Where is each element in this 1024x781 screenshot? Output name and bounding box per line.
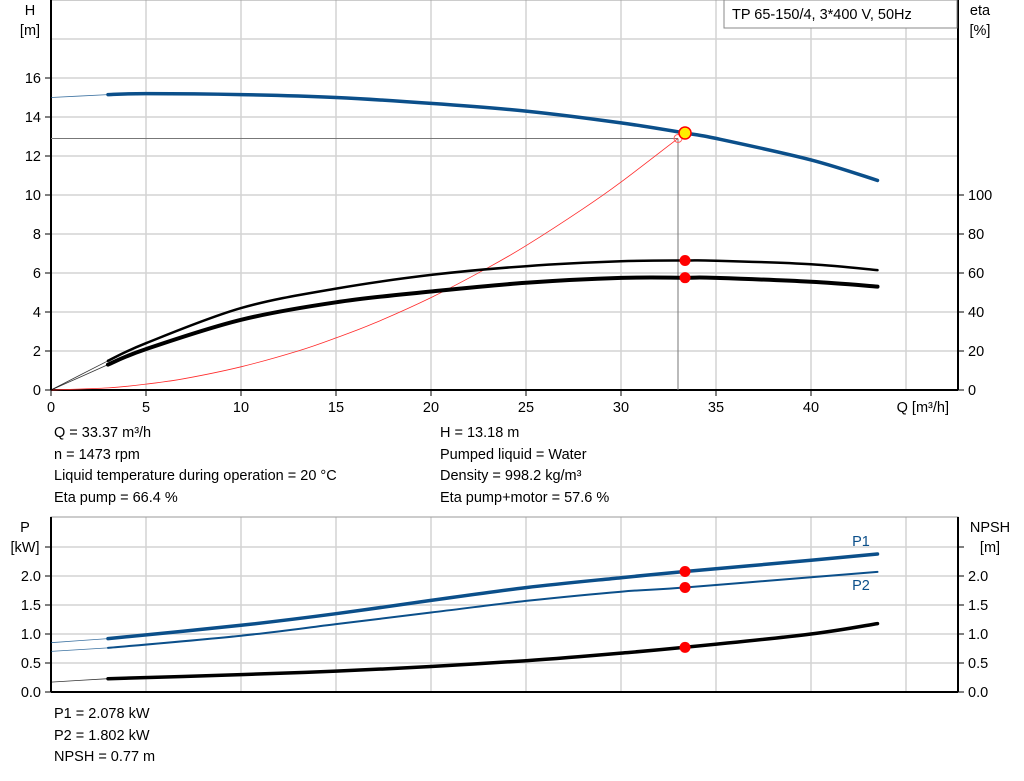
npsh-axis-label: NPSH xyxy=(970,520,1010,536)
x-tick-label: 40 xyxy=(803,400,819,416)
head-curve xyxy=(106,91,880,183)
npsh-tick-label: 0.5 xyxy=(968,656,988,672)
p1-series-label: P1 xyxy=(852,534,870,550)
readout-top-right: H = 13.18 m Pumped liquid = Water Densit… xyxy=(440,423,609,509)
p2-curve-extension xyxy=(50,647,109,652)
y-tick-label-right: 80 xyxy=(968,227,984,243)
p-tick-label: 0.0 xyxy=(21,685,41,701)
readout-temperature: Liquid temperature during operation = 20… xyxy=(54,468,337,484)
p1-curve xyxy=(106,552,880,641)
y-tick-label-right: 0 xyxy=(968,383,976,399)
readout-eta-pump: Eta pump = 66.4 % xyxy=(54,489,178,506)
y-axis-label-right: eta xyxy=(970,3,991,19)
readout-p2: P2 = 1.802 kW xyxy=(54,727,150,744)
x-axis-label: Q [m³/h] xyxy=(897,400,949,416)
y-tick-label-left: 4 xyxy=(33,305,41,321)
p-tick-label: 1.5 xyxy=(21,598,41,614)
x-tick-label: 15 xyxy=(328,400,344,416)
p-tick-label: 1.0 xyxy=(21,627,41,643)
p2-marker xyxy=(679,581,691,593)
npsh-marker xyxy=(679,641,691,653)
eta-pump-motor-curve-extension xyxy=(50,364,109,391)
y-tick-label-right: 60 xyxy=(968,266,984,282)
npsh-tick-label: 1.5 xyxy=(968,598,988,614)
y-axis-label-left: H xyxy=(25,3,35,19)
p-axis-label-unit: [kW] xyxy=(11,540,40,556)
npsh-axis-label-unit: [m] xyxy=(980,540,1000,556)
eta-pump-curve xyxy=(106,259,879,363)
x-tick-label: 25 xyxy=(518,400,534,416)
y-tick-label-left: 14 xyxy=(25,110,41,126)
y-axis-label-right-unit: [%] xyxy=(970,23,991,39)
npsh-curve xyxy=(106,621,880,681)
p2-series-label: P2 xyxy=(852,578,870,594)
x-tick-label: 30 xyxy=(613,400,629,416)
p2-curve xyxy=(107,570,879,649)
system-curve xyxy=(50,138,679,391)
x-tick-label: 0 xyxy=(47,400,55,416)
readout-npsh: NPSH = 0.77 m xyxy=(54,749,156,765)
head-curve-extension xyxy=(50,94,109,98)
title-box xyxy=(723,0,958,29)
p-axis-label: P xyxy=(20,520,30,536)
readout-liquid: Pumped liquid = Water xyxy=(440,446,587,463)
readout-speed: n = 1473 rpm xyxy=(54,446,140,463)
y-axis-label-left-unit: [m] xyxy=(20,23,40,39)
y-tick-label-left: 6 xyxy=(33,266,41,282)
p-tick-label: 2.0 xyxy=(21,569,41,585)
npsh-curve-extension xyxy=(50,678,109,683)
y-tick-label-left: 12 xyxy=(25,149,41,165)
p1-marker xyxy=(679,565,691,577)
eta-pump-marker xyxy=(679,255,691,267)
duty-point-marker xyxy=(678,126,692,140)
y-tick-label-right: 100 xyxy=(968,188,992,204)
y-tick-label-right: 40 xyxy=(968,305,984,321)
npsh-tick-label: 0.0 xyxy=(968,685,988,701)
p1-curve-extension xyxy=(50,638,109,644)
readout-head: H = 13.18 m xyxy=(440,425,520,441)
npsh-tick-label: 2.0 xyxy=(968,569,988,585)
readout-eta-pump-motor: Eta pump+motor = 57.6 % xyxy=(440,489,610,506)
readout-top-left: Q = 33.37 m³/h n = 1473 rpm Liquid tempe… xyxy=(54,423,337,509)
x-tick-label: 10 xyxy=(233,400,249,416)
chart-title: TP 65-150/4, 3*400 V, 50Hz xyxy=(732,7,912,23)
y-tick-label-right: 20 xyxy=(968,344,984,360)
y-tick-label-left: 8 xyxy=(33,227,41,243)
p-tick-label: 0.5 xyxy=(21,656,41,672)
eta-pump-motor-curve xyxy=(106,275,880,367)
x-tick-label: 35 xyxy=(708,400,724,416)
y-tick-label-left: 0 xyxy=(33,383,41,399)
readout-flow: Q = 33.37 m³/h xyxy=(54,425,152,441)
y-tick-label-left: 16 xyxy=(25,71,41,87)
npsh-tick-label: 1.0 xyxy=(968,627,988,643)
y-tick-label-left: 10 xyxy=(25,188,41,204)
eta-pump-motor-marker xyxy=(679,272,691,284)
eta-pump-curve-extension xyxy=(50,360,109,391)
readout-density: Density = 998.2 kg/m³ xyxy=(440,468,582,484)
readout-p1: P1 = 2.078 kW xyxy=(54,706,150,722)
readout-bottom: P1 = 2.078 kW P2 = 1.802 kW NPSH = 0.77 … xyxy=(54,704,155,769)
x-tick-label: 5 xyxy=(142,400,150,416)
y-tick-label-left: 2 xyxy=(33,344,41,360)
x-tick-label: 20 xyxy=(423,400,439,416)
